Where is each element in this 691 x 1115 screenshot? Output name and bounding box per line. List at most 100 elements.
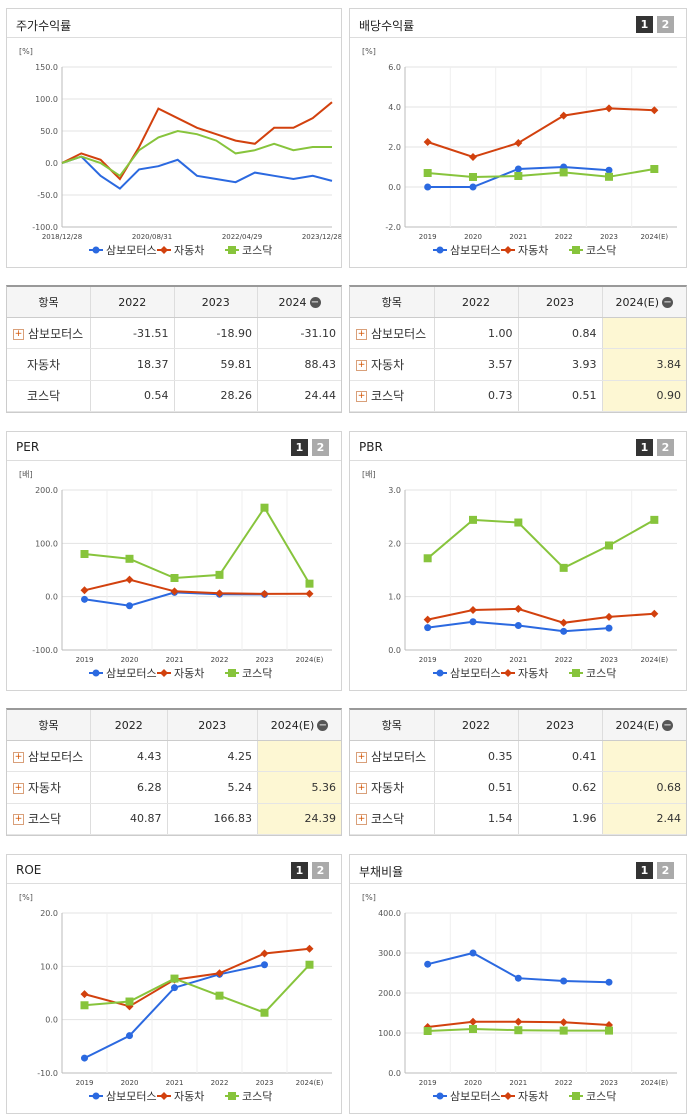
data-point-sambo (514, 621, 522, 629)
data-point-kosdaq (514, 1026, 523, 1035)
chart-toggle-2-button[interactable]: 2 (312, 862, 329, 879)
table-header-row: 항목 2022 2023 2024(E) − (350, 710, 686, 741)
data-point-sambo (81, 1054, 88, 1062)
x-tick-label: 2023 (600, 233, 618, 241)
legend-label: 자동차 (518, 667, 548, 680)
data-point-sambo (424, 624, 432, 632)
value-cell (257, 740, 341, 773)
y-tick-label: -50.0 (37, 191, 58, 200)
row-label-cell: + 자동차 (7, 771, 91, 804)
y-tick-label: 200.0 (35, 486, 58, 495)
column-header-label: 2022 (114, 718, 143, 732)
column-header-label: 2022 (462, 295, 490, 309)
y-unit-label: [%] (362, 47, 376, 56)
column-header: 2023 (518, 287, 603, 318)
collapse-column-icon[interactable]: − (309, 297, 321, 308)
y-tick-label: 6.0 (388, 63, 401, 72)
data-point-sambo (424, 960, 432, 968)
column-header: 2024(E) − (602, 287, 686, 318)
y-tick-label: 10.0 (40, 962, 58, 971)
data-point-auto (423, 138, 432, 146)
panel-header: ROE 1 2 (7, 855, 341, 884)
table-row: + 코스닥 0.73 0.51 0.90 (350, 380, 686, 413)
expand-row-icon[interactable]: + (356, 814, 367, 826)
chart-toggle-1-button[interactable]: 1 (636, 862, 653, 879)
legend-marker (160, 1092, 168, 1100)
chart-toggle-1-button[interactable]: 1 (291, 862, 308, 879)
row-label: 자동차 (27, 357, 61, 372)
legend-label: 자동차 (518, 1090, 548, 1103)
row-label: 삼보모터스 (371, 749, 427, 764)
collapse-column-icon[interactable]: − (662, 720, 674, 731)
panel-header: PBR 1 2 (350, 432, 686, 461)
value-cell: 88.43 (257, 348, 341, 381)
legend-marker (228, 246, 236, 254)
legend-label: 삼보모터스 (450, 244, 501, 257)
chart-toggle-2-button[interactable]: 2 (657, 862, 674, 879)
table-row: + 코스닥 40.87 166.83 24.39 (7, 803, 341, 836)
y-unit-label: [%] (19, 47, 33, 56)
roe-panel: ROE 1 2 [%] 20.0 10.0 0.0 -10.0 2019 2020 2021 2… (6, 854, 342, 1114)
value-cell: -18.90 (174, 317, 258, 350)
legend-label: 코스닥 (242, 244, 272, 257)
dividend-yield-table: 항목 2022 2023 2024(E) − + 삼보모터스 1.00 0.84 + 자동차 3.57… (349, 285, 687, 413)
row-label: 코스닥 (371, 389, 405, 404)
data-point-kosdaq (260, 503, 269, 512)
data-point-kosdaq (469, 1025, 477, 1033)
data-point-sambo (605, 978, 613, 986)
column-header: 항목 (7, 710, 91, 741)
row-label: 코스닥 (28, 812, 62, 827)
chart-toggle-1-button[interactable]: 1 (636, 439, 653, 456)
chart-toggle-1-button[interactable]: 1 (636, 16, 653, 33)
legend-marker (436, 246, 444, 254)
column-header-label: 2022 (118, 295, 147, 309)
column-header: 2022 (434, 287, 519, 318)
data-point-auto (469, 606, 477, 614)
data-point-sambo (560, 627, 568, 635)
chart-toggle-1-button[interactable]: 1 (291, 439, 308, 456)
y-tick-label: 100.0 (378, 1029, 401, 1038)
data-point-kosdaq (559, 168, 568, 177)
expand-row-icon[interactable]: + (13, 814, 24, 826)
chart-toggle-2-button[interactable]: 2 (657, 16, 674, 33)
data-point-auto (260, 589, 269, 598)
x-tick-label: 2021 (166, 656, 184, 664)
x-tick-label: 2021 (509, 233, 527, 241)
x-tick-label: 2024(E) (296, 656, 324, 664)
value-cell: 0.73 (434, 380, 519, 413)
table-header-row: 항목 2022 2023 2024(E) − (7, 710, 341, 741)
y-tick-label: 0.0 (45, 593, 58, 602)
collapse-column-icon[interactable]: − (662, 297, 674, 308)
y-tick-label: 400.0 (378, 909, 401, 918)
expand-row-icon[interactable]: + (13, 328, 24, 340)
data-point-auto (650, 609, 659, 618)
row-label-cell: + 코스닥 (350, 380, 435, 413)
y-tick-label: 0.0 (388, 646, 401, 655)
expand-row-icon[interactable]: + (13, 751, 24, 763)
chart-toggle-2-button[interactable]: 2 (657, 439, 674, 456)
expand-row-icon[interactable]: + (356, 328, 367, 340)
data-point-sambo (469, 618, 477, 626)
series-line-auto (84, 947, 310, 1008)
expand-row-icon[interactable]: + (356, 751, 367, 763)
row-label-cell: + 삼보모터스 (350, 317, 435, 350)
expand-row-icon[interactable]: + (356, 391, 367, 403)
expand-row-icon[interactable]: + (356, 359, 367, 371)
x-tick-label: 2020 (464, 656, 482, 664)
data-point-kosdaq (423, 169, 432, 177)
data-point-kosdaq (559, 1026, 568, 1035)
pbr-panel: PBR 1 2 [배] 3.0 2.0 1.0 0.0 2019 2020 2021 2022 2… (349, 431, 687, 691)
chart-toggle-2-button[interactable]: 2 (312, 439, 329, 456)
x-tick-label: 2020 (121, 656, 139, 664)
expand-row-icon[interactable]: + (356, 782, 367, 794)
stock-return-chart: [%]150.0 100.0 50.0 0.0 -50.0 -100.02018/12/2… (19, 47, 341, 257)
expand-row-icon[interactable]: + (13, 782, 24, 794)
data-point-auto (125, 575, 134, 584)
collapse-column-icon[interactable]: − (317, 720, 329, 731)
data-point-kosdaq (514, 518, 523, 527)
row-label-cell: + 코스닥 (350, 803, 435, 836)
series-line-auto (427, 607, 655, 624)
debt-ratio-panel: 부채비율 1 2 [%] 400.0 300.0 200.0 100.0 0.0 2019 2… (349, 854, 687, 1114)
y-tick-label: 20.0 (40, 909, 58, 918)
x-tick-label: 2023/12/28 (302, 233, 341, 241)
